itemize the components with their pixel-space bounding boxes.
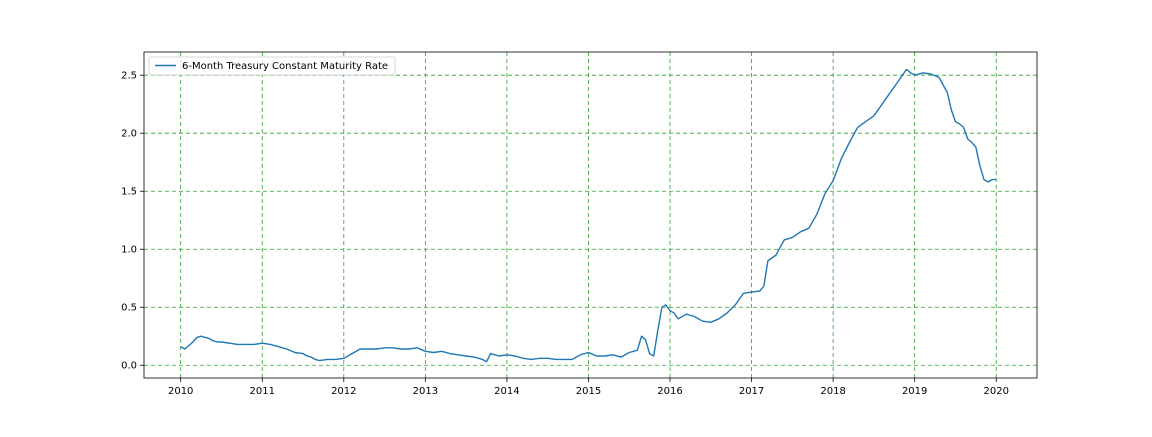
x-tick-label: 2013 xyxy=(413,386,438,397)
series-layer xyxy=(180,68,997,363)
legend-label: 6-Month Treasury Constant Maturity Rate xyxy=(182,61,388,72)
x-tick-label: 2020 xyxy=(983,386,1008,397)
y-tick-label: 2.0 xyxy=(121,129,137,140)
y-axis: 0.0 0.5 1.0 1.5 2.0 2.5 xyxy=(121,71,144,372)
x-tick-label: 2015 xyxy=(576,386,601,397)
series-line xyxy=(180,68,997,363)
y-tick-label: 0.5 xyxy=(121,303,137,314)
x-tick-label: 2010 xyxy=(168,386,193,397)
x-tick-label: 2017 xyxy=(739,386,764,397)
x-tick-label: 2014 xyxy=(494,386,519,397)
x-axis: 2010 2011 2012 2013 2014 2015 2016 2017 2018 2019… xyxy=(168,378,1009,397)
y-tick-label: 2.5 xyxy=(121,71,137,82)
gridlines xyxy=(144,52,1037,378)
plot-frame xyxy=(143,51,1038,379)
x-tick-label: 2019 xyxy=(902,386,927,397)
y-tick-label: 1.0 xyxy=(121,245,137,256)
x-tick-label: 2012 xyxy=(331,386,356,397)
x-tick-label: 2018 xyxy=(820,386,845,397)
legend: 6-Month Treasury Constant Maturity Rate xyxy=(148,56,396,76)
x-tick-label: 2016 xyxy=(657,386,682,397)
y-tick-label: 0.0 xyxy=(121,361,137,372)
y-tick-label: 1.5 xyxy=(121,187,137,198)
legend-box xyxy=(148,56,396,76)
x-tick-label: 2011 xyxy=(250,386,275,397)
